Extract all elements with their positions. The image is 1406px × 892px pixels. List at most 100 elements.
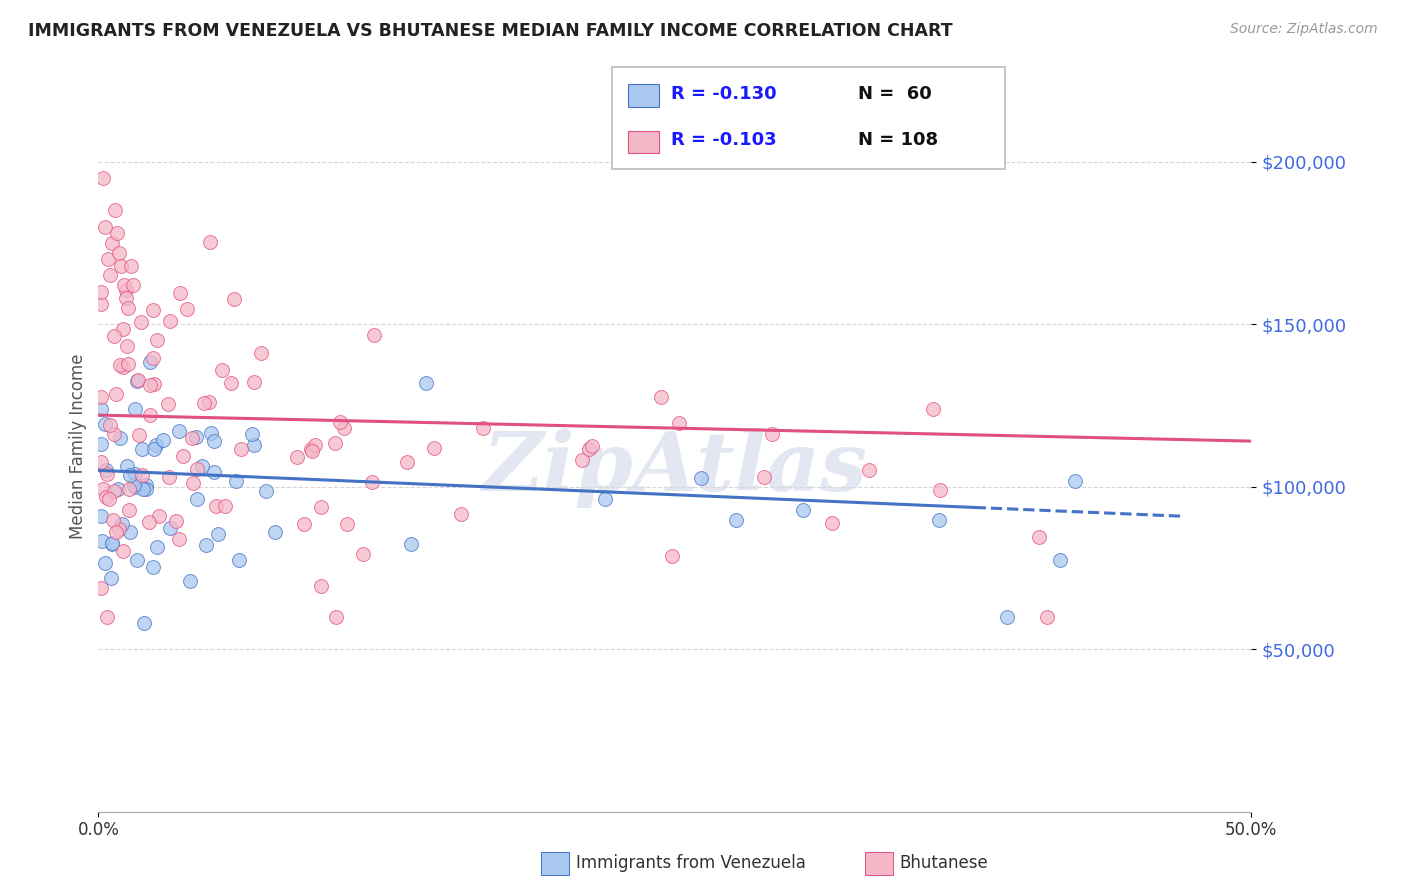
Point: [200, 235, 222, 249]
Point: [111, 359, 134, 374]
Y-axis label: Median Family Income: Median Family Income: [69, 353, 87, 539]
Point: [122, 478, 145, 492]
Text: R = -0.103: R = -0.103: [671, 131, 776, 149]
Point: [135, 483, 157, 497]
Point: [921, 401, 943, 416]
Point: [661, 549, 683, 563]
Point: [323, 435, 346, 450]
Point: [761, 426, 783, 441]
Point: [124, 467, 146, 481]
Point: [292, 517, 315, 532]
Point: [219, 376, 242, 390]
Point: [118, 482, 141, 496]
Point: [127, 552, 149, 566]
Point: [329, 416, 352, 430]
Point: [1036, 609, 1059, 624]
Point: [101, 235, 124, 250]
Point: [127, 373, 149, 387]
Point: [100, 537, 122, 551]
Point: [725, 513, 748, 527]
Point: [103, 203, 125, 218]
Point: [103, 427, 125, 442]
Point: [125, 375, 148, 389]
Point: [821, 516, 844, 530]
Point: [415, 376, 437, 391]
Point: [104, 387, 127, 401]
Point: [169, 286, 191, 301]
Point: [112, 278, 135, 293]
Point: [117, 301, 139, 315]
Point: [110, 259, 132, 273]
Text: N = 108: N = 108: [858, 131, 938, 149]
Point: [176, 302, 198, 317]
Point: [143, 377, 166, 392]
Point: [157, 469, 180, 483]
Point: [264, 525, 287, 540]
Point: [97, 252, 120, 266]
Point: [112, 544, 135, 558]
Point: [112, 322, 135, 336]
Point: [186, 462, 208, 476]
Point: [928, 513, 950, 527]
Point: [101, 536, 124, 550]
Point: [325, 609, 347, 624]
Point: [90, 581, 112, 595]
Point: [115, 291, 138, 305]
Point: [139, 355, 162, 369]
Point: [90, 402, 112, 417]
Point: [169, 532, 191, 546]
Point: [858, 463, 880, 477]
Point: [131, 468, 153, 483]
Text: Immigrants from Venezuela: Immigrants from Venezuela: [576, 855, 806, 872]
Point: [1063, 475, 1085, 489]
Point: [361, 475, 384, 489]
Point: [122, 278, 145, 293]
Point: [668, 417, 690, 431]
Point: [118, 524, 141, 539]
Point: [132, 616, 155, 631]
Point: [309, 579, 332, 593]
Point: [159, 314, 181, 328]
Point: [131, 442, 153, 457]
Text: IMMIGRANTS FROM VENEZUELA VS BHUTANESE MEDIAN FAMILY INCOME CORRELATION CHART: IMMIGRANTS FROM VENEZUELA VS BHUTANESE M…: [28, 22, 953, 40]
Point: [363, 327, 385, 342]
Point: [90, 296, 112, 310]
Point: [650, 390, 672, 404]
Point: [752, 470, 775, 484]
Point: [145, 438, 167, 452]
Text: Source: ZipAtlas.com: Source: ZipAtlas.com: [1230, 22, 1378, 37]
Point: [128, 427, 150, 442]
Point: [1028, 530, 1050, 544]
Point: [242, 438, 264, 452]
Point: [96, 467, 118, 481]
Point: [172, 449, 194, 463]
Point: [94, 557, 117, 571]
Point: [96, 490, 118, 504]
Point: [117, 503, 139, 517]
Point: [159, 521, 181, 535]
Point: [929, 483, 952, 498]
Point: [94, 417, 117, 431]
Point: [97, 491, 120, 506]
Point: [138, 377, 160, 392]
Point: [108, 522, 131, 536]
Point: [108, 359, 131, 373]
Point: [304, 438, 326, 452]
Point: [299, 442, 322, 456]
Point: [142, 303, 165, 318]
Point: [198, 394, 221, 409]
Point: [115, 283, 138, 297]
Point: [399, 536, 422, 550]
Point: [139, 408, 162, 422]
Point: [180, 431, 202, 445]
Point: [352, 547, 374, 561]
Text: N =  60: N = 60: [858, 85, 931, 103]
Point: [98, 417, 121, 432]
Point: [103, 329, 125, 343]
Point: [422, 441, 444, 455]
Point: [593, 492, 616, 507]
Point: [118, 467, 141, 482]
Point: [135, 477, 157, 491]
Point: [115, 339, 138, 353]
Point: [792, 502, 814, 516]
